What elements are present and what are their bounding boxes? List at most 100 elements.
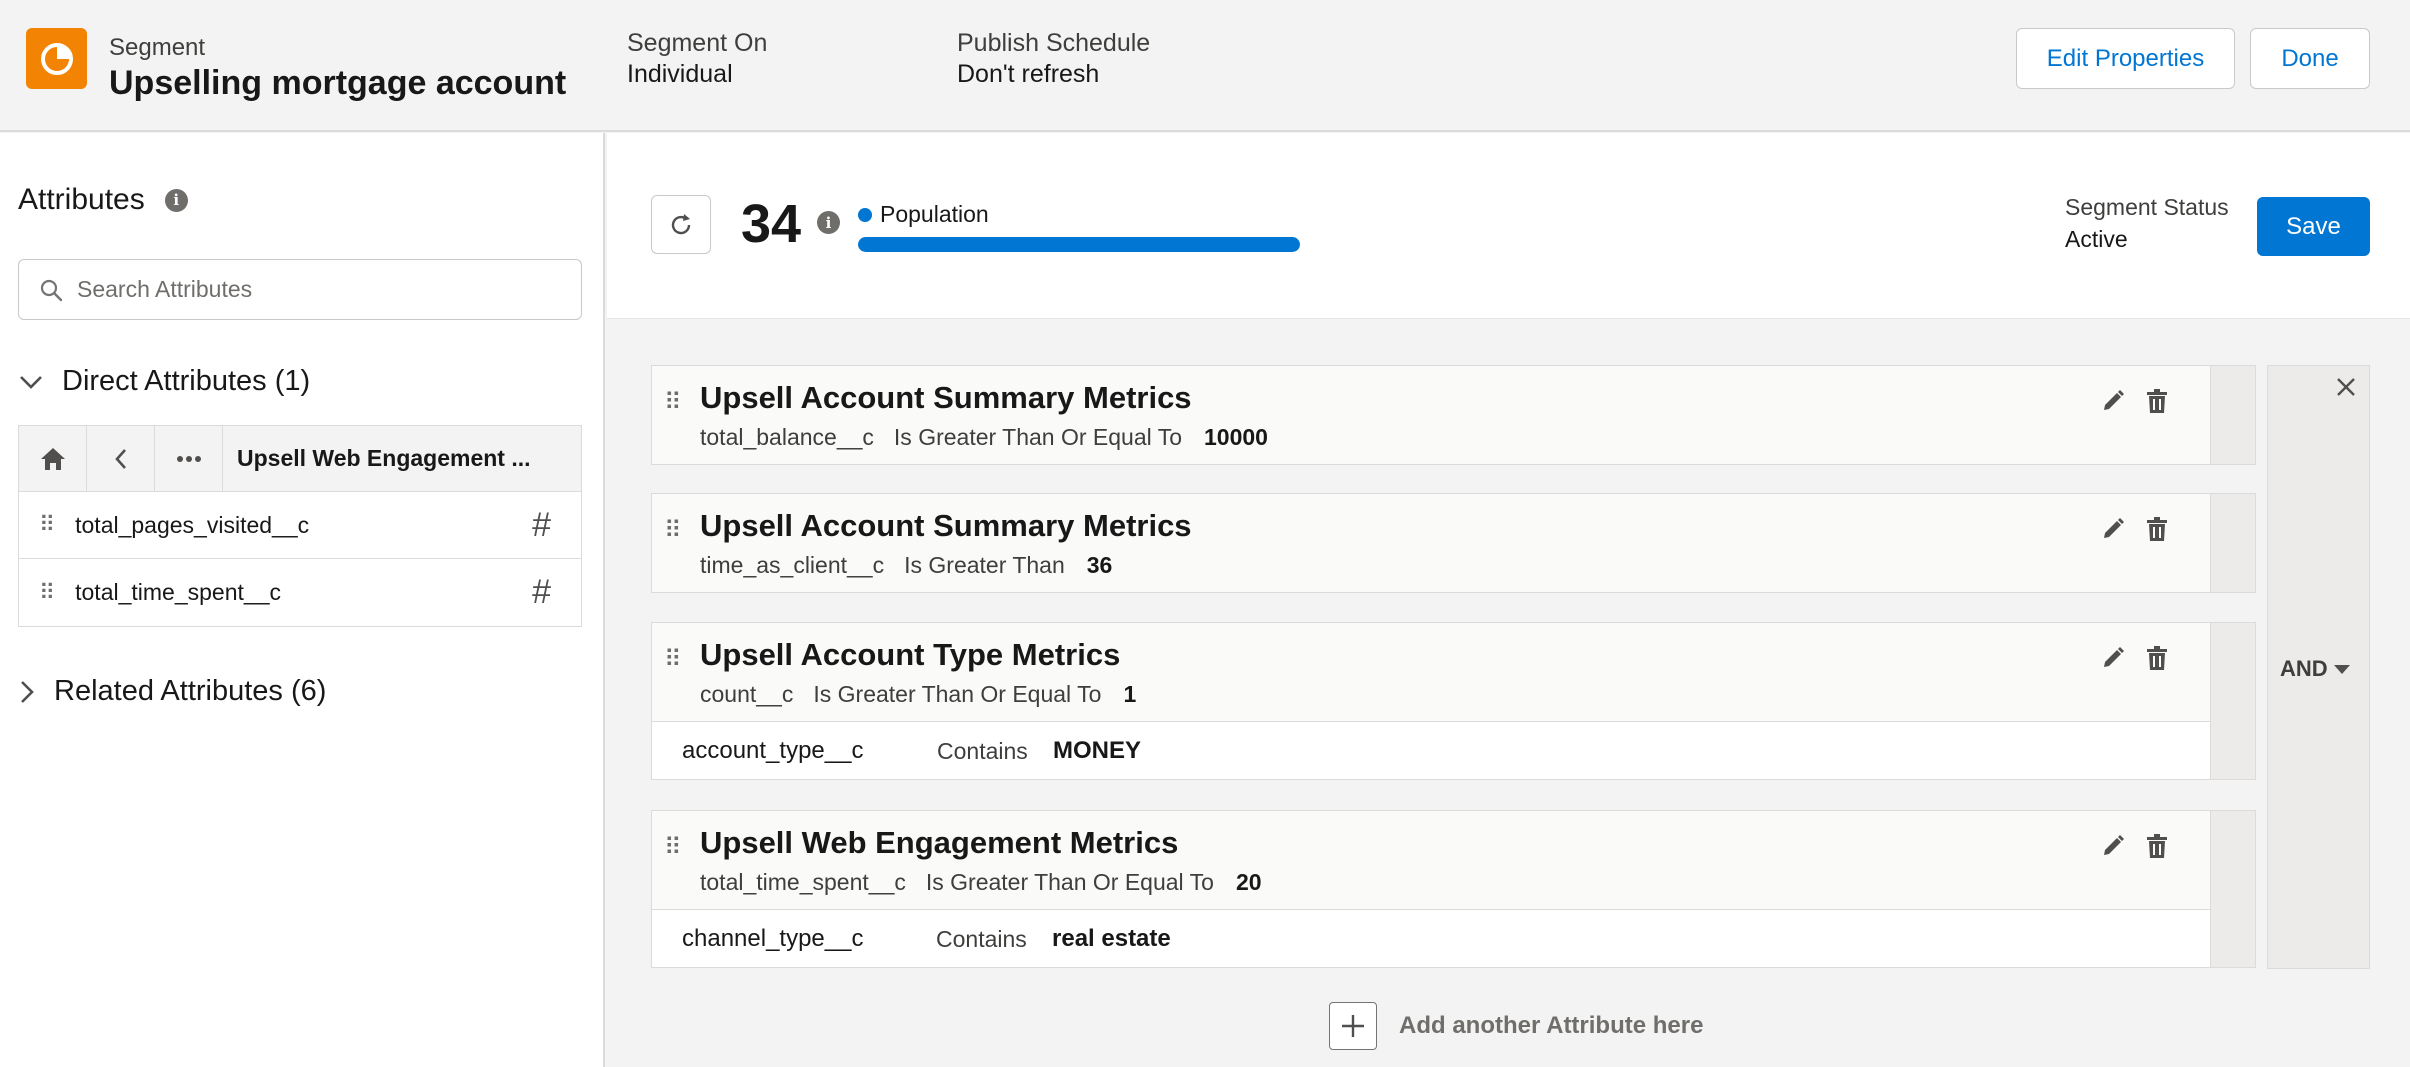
- edit-icon[interactable]: [2100, 643, 2126, 673]
- nested-field: channel_type__c: [682, 925, 864, 952]
- rule-actions: [2100, 514, 2170, 544]
- rule-operator: Is Greater Than: [904, 552, 1065, 578]
- attribute-label: total_time_spent__c: [75, 579, 281, 605]
- delete-icon[interactable]: [2144, 386, 2170, 416]
- edit-icon[interactable]: [2100, 514, 2126, 544]
- related-attributes-toggle[interactable]: Related Attributes (6): [18, 675, 326, 708]
- attributes-title: Attributes: [18, 183, 145, 216]
- segment-on-value: Individual: [627, 60, 733, 88]
- rule-value: 1: [1123, 681, 1137, 707]
- direct-attributes-toggle[interactable]: Direct Attributes (1): [18, 365, 310, 398]
- attributes-heading: Attributes i: [18, 183, 188, 217]
- edit-properties-button[interactable]: Edit Properties: [2016, 28, 2235, 89]
- nested-condition: account_type__c Contains MONEY: [652, 721, 2212, 779]
- drag-handle-icon[interactable]: ⠿: [39, 579, 55, 605]
- filter-rule-header: ⠿ Upsell Account Type Metrics count__c Is…: [652, 623, 2212, 721]
- segment-on-field: Segment On Individual: [627, 28, 767, 90]
- add-attribute-button[interactable]: Add another Attribute here: [1329, 1002, 1703, 1050]
- delete-icon[interactable]: [2144, 643, 2170, 673]
- rule-value: 36: [1086, 552, 1113, 578]
- drag-handle-icon[interactable]: ⠿: [39, 512, 55, 537]
- rule-side-band: [2210, 494, 2255, 592]
- delete-icon[interactable]: [2144, 514, 2170, 544]
- rule-side-band: [2210, 366, 2255, 464]
- drag-handle-icon[interactable]: ⠿: [664, 646, 682, 673]
- rule-operator: Is Greater Than Or Equal To: [813, 681, 1102, 707]
- search-input[interactable]: [77, 276, 557, 303]
- nested-operator: Contains: [936, 926, 1027, 952]
- attribute-item[interactable]: ⠿ total_pages_visited__c #: [19, 492, 581, 559]
- population-legend: Population: [858, 201, 989, 228]
- info-icon[interactable]: i: [164, 188, 188, 212]
- record-type-label: Segment: [109, 34, 206, 61]
- rule-field: total_time_spent__c: [700, 869, 906, 895]
- page-title: Upselling mortgage account: [109, 64, 567, 102]
- delete-icon[interactable]: [2144, 831, 2170, 861]
- drag-handle-icon[interactable]: ⠿: [664, 389, 682, 416]
- rule-object-title: Upsell Account Summary Metrics: [700, 508, 1192, 543]
- logic-operator-dropdown[interactable]: AND: [2280, 656, 2352, 682]
- rule-value: 10000: [1204, 424, 1268, 450]
- rule-side-band: [2210, 811, 2255, 967]
- edit-icon[interactable]: [2100, 831, 2126, 861]
- home-icon: [40, 447, 65, 470]
- rule-value: 20: [1235, 869, 1262, 895]
- save-button[interactable]: Save: [2257, 197, 2370, 256]
- rule-condition: total_time_spent__c Is Greater Than Or Eq…: [700, 869, 1262, 896]
- number-type-icon: #: [532, 573, 551, 611]
- close-icon[interactable]: [2335, 376, 2357, 403]
- search-icon: [40, 279, 63, 301]
- back-button[interactable]: [87, 426, 155, 491]
- nested-condition: channel_type__c Contains real estate: [652, 909, 2212, 967]
- rule-field: count__c: [700, 681, 794, 707]
- more-button[interactable]: [155, 426, 223, 491]
- drag-handle-icon[interactable]: ⠿: [664, 834, 682, 861]
- logic-operator-column: AND: [2267, 365, 2370, 969]
- rule-condition: time_as_client__c Is Greater Than 36: [700, 552, 1112, 579]
- done-button[interactable]: Done: [2250, 28, 2370, 89]
- page-header: Segment Upselling mortgage account Segme…: [0, 0, 2410, 132]
- home-button[interactable]: [19, 426, 87, 491]
- add-icon: [1329, 1002, 1377, 1050]
- filter-rule: ⠿ Upsell Web Engagement Metrics total_ti…: [651, 810, 2256, 968]
- rule-side-band: [2210, 623, 2255, 779]
- rule-object-title: Upsell Account Summary Metrics: [700, 380, 1192, 415]
- nested-value: real estate: [1052, 925, 1171, 952]
- rule-condition: count__c Is Greater Than Or Equal To 1: [700, 681, 1136, 708]
- current-object-title: Upsell Web Engagement ...: [237, 445, 531, 471]
- number-type-icon: #: [532, 505, 551, 544]
- attribute-label: total_pages_visited__c: [75, 511, 310, 538]
- publish-schedule-label: Publish Schedule: [957, 29, 1151, 57]
- refresh-button[interactable]: [651, 195, 711, 254]
- direct-attributes-label: Direct Attributes (1): [62, 365, 311, 397]
- refresh-icon: [671, 213, 691, 234]
- segment-status-value: Active: [2065, 226, 2128, 252]
- edit-icon[interactable]: [2100, 386, 2126, 416]
- rule-operator: Is Greater Than Or Equal To: [893, 424, 1182, 450]
- rule-operator: Is Greater Than Or Equal To: [925, 869, 1214, 895]
- chevron-right-icon: [21, 680, 34, 703]
- filter-rule: ⠿ Upsell Account Type Metrics count__c Is…: [651, 622, 2256, 780]
- filter-rule-header: ⠿ Upsell Account Summary Metrics time_as…: [652, 494, 2212, 592]
- count-info-wrapper: i: [817, 211, 840, 234]
- rule-field: time_as_client__c: [700, 552, 885, 578]
- rule-actions: [2100, 831, 2170, 861]
- segment-summary-bar: 34 i Population Segment Status Active Sa…: [607, 133, 2410, 319]
- rule-canvas: ⠿ Upsell Account Summary Metrics total_b…: [607, 320, 2410, 1067]
- population-count: 34: [741, 194, 802, 254]
- rule-actions: [2100, 643, 2170, 673]
- attribute-item[interactable]: ⠿ total_time_spent__c #: [19, 559, 581, 626]
- segment-on-label: Segment On: [627, 29, 768, 57]
- search-box: [18, 259, 582, 320]
- attributes-panel: Attributes i Direct Attributes (1): [0, 133, 605, 1067]
- rule-field: total_balance__c: [700, 424, 874, 450]
- drag-handle-icon[interactable]: ⠿: [664, 517, 682, 544]
- info-icon[interactable]: i: [817, 211, 840, 234]
- filter-rule-header: ⠿ Upsell Web Engagement Metrics total_ti…: [652, 811, 2212, 909]
- more-icon: [176, 455, 201, 462]
- population-bar-fill: [858, 237, 1300, 252]
- rule-condition: total_balance__c Is Greater Than Or Equal…: [700, 424, 1268, 451]
- rule-object-title: Upsell Web Engagement Metrics: [700, 825, 1179, 860]
- related-attributes-label: Related Attributes (6): [54, 675, 327, 707]
- nested-field: account_type__c: [682, 737, 864, 764]
